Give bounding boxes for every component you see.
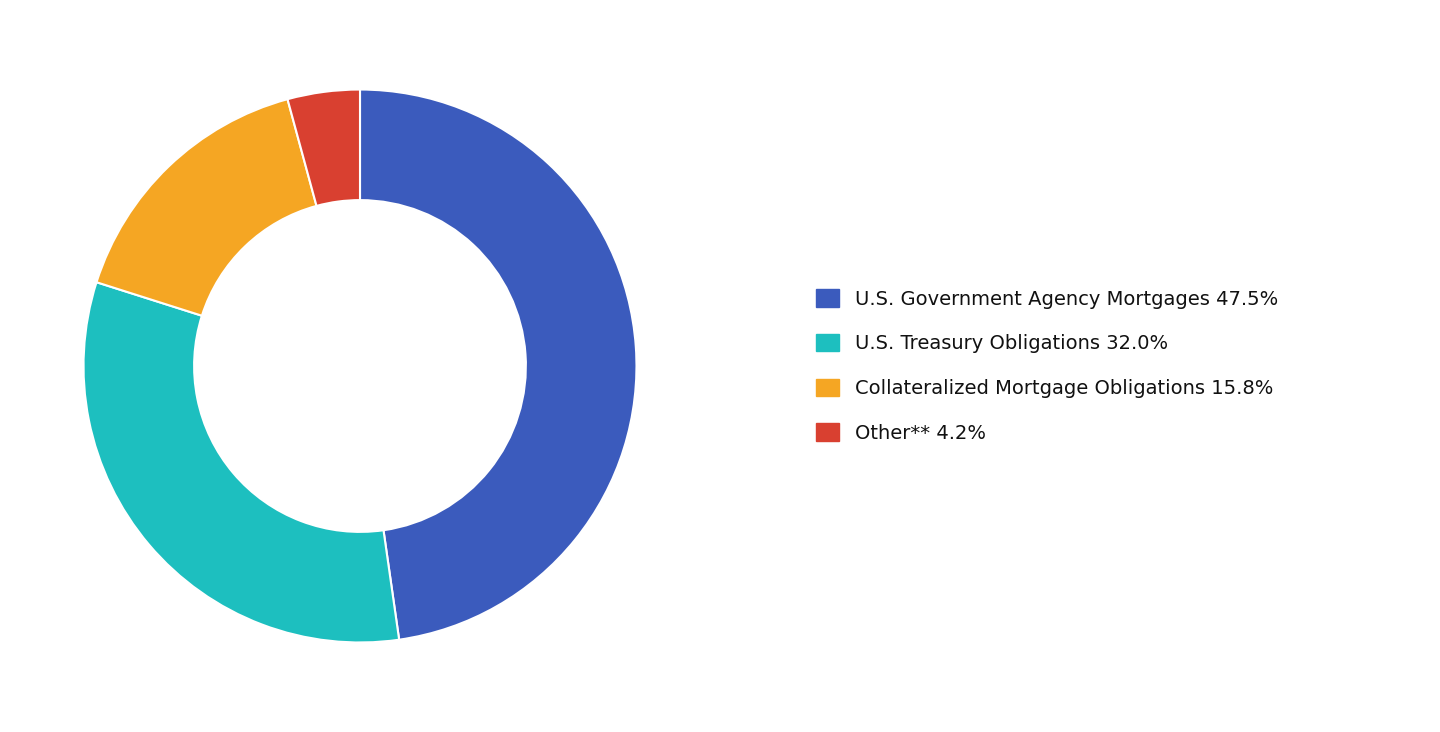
Wedge shape [84, 283, 399, 643]
Wedge shape [96, 100, 317, 315]
Wedge shape [360, 89, 636, 640]
Legend: U.S. Government Agency Mortgages 47.5%, U.S. Treasury Obligations 32.0%, Collate: U.S. Government Agency Mortgages 47.5%, … [816, 289, 1279, 443]
Wedge shape [288, 89, 360, 206]
